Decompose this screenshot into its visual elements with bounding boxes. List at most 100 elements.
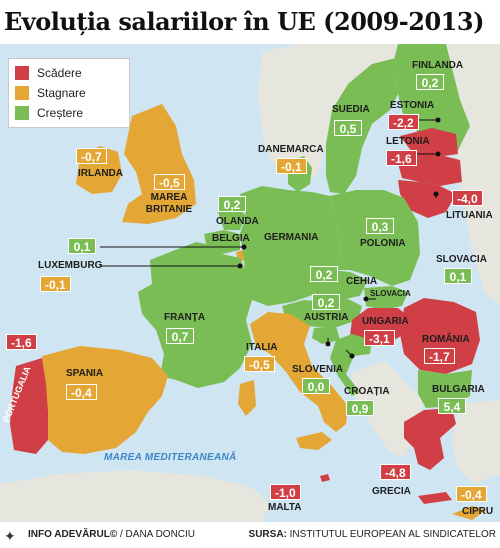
country-value-austria: 0,2 — [312, 294, 340, 310]
country-name-irlanda: IRLANDA — [78, 168, 123, 179]
country-name-italia: ITALIA — [246, 342, 278, 353]
legend-label: Creștere — [37, 106, 84, 120]
country-shape-creta — [418, 492, 452, 504]
country-value-franta: 0,7 — [166, 328, 194, 344]
land-russia-east — [446, 44, 500, 304]
country-shape-estonia — [400, 128, 458, 156]
country-value-suedia: 0,5 — [334, 120, 362, 136]
country-value-cehia: 0,2 — [310, 266, 338, 282]
country-name-olanda: OLANDA — [216, 216, 259, 227]
country-name-danemarca: DANEMARCA — [258, 144, 324, 155]
country-value-polonia: 0,3 — [366, 218, 394, 234]
footer: ✦ INFO ADEVĂRUL© / DANA DONCIU SURSA: IN… — [0, 522, 500, 548]
country-name-germania: GERMANIA — [264, 232, 319, 243]
country-value-estonia: -2,2 — [388, 114, 419, 130]
legend-label: Scădere — [37, 66, 82, 80]
country-shape-sardinia — [238, 380, 256, 416]
legend-item-decrease: Scădere — [15, 63, 123, 83]
country-shape-slovacia — [364, 286, 408, 310]
bird-logo-icon: ✦ — [4, 528, 16, 544]
country-value-slovenia: 0,0 — [302, 378, 330, 394]
country-shape-lituania — [398, 180, 456, 218]
country-shape-portugalia — [10, 358, 48, 454]
country-name-malta: MALTA — [268, 502, 302, 513]
country-value-portugalia: -1,6 — [6, 334, 37, 350]
country-name-estonia: ESTONIA — [390, 100, 435, 111]
country-name-cipru: CIPRU — [462, 506, 494, 517]
land-africa — [0, 470, 270, 522]
country-name-belgia: BELGIA — [212, 233, 250, 244]
country-value-cipru: -0,4 — [456, 486, 487, 502]
country-name-cehia: CEHIA — [346, 276, 378, 287]
country-name-slovacia: SLOVACIA — [436, 254, 487, 265]
footer-source-label: SURSA: — [248, 529, 287, 540]
country-name-franta: FRANȚA — [164, 312, 206, 323]
country-name-luxemburg: LUXEMBURG — [38, 260, 103, 271]
sea-label: MAREA MEDITERANEANĂ — [104, 452, 237, 463]
country-value-letonia: -1,6 — [386, 150, 417, 166]
country-value-belgia: 0,1 — [68, 238, 96, 254]
country-shape-finlanda — [392, 44, 470, 154]
country-value-italia: -0,5 — [244, 356, 275, 372]
country-value-finlanda: 0,2 — [416, 74, 444, 90]
country-value-bulgaria: 5,4 — [438, 398, 466, 414]
country-shape-belgia — [204, 230, 240, 254]
country-name-lituania: LITUANIA — [446, 210, 493, 221]
footer-credit: INFO ADEVĂRUL© / DANA DONCIU — [28, 529, 195, 540]
country-name-suedia: SUEDIA — [332, 104, 370, 115]
country-value-malta: -1,0 — [270, 484, 301, 500]
country-value-danemarca: -0,1 — [276, 158, 307, 174]
legend-swatch-growth — [15, 106, 29, 120]
country-name-romania: ROMÂNIA — [422, 334, 470, 345]
country-name-bulgaria: BULGARIA — [432, 384, 485, 395]
country-value-luxemburg: -0,1 — [40, 276, 71, 292]
country-shape-franta — [138, 242, 252, 388]
country-value-romania: -1,7 — [424, 348, 455, 364]
country-value-marea-britanie: -0,5 — [154, 174, 185, 190]
country-shape-grecia — [404, 408, 456, 470]
country-name-finlanda: FINLANDA — [412, 60, 464, 71]
footer-source: SURSA: INSTITUTUL EUROPEAN AL SINDICATEL… — [249, 529, 496, 540]
land-turkey — [452, 400, 500, 484]
land-norway — [258, 44, 400, 186]
country-value-spania: -0,4 — [66, 384, 97, 400]
legend-swatch-decrease — [15, 66, 29, 80]
country-name-croatia: CROAȚIA — [344, 386, 390, 397]
footer-brand: INFO ADEVĂRUL© — [28, 529, 118, 540]
country-shape-marea-britanie — [122, 104, 196, 224]
country-value-lituania: -4,0 — [452, 190, 483, 206]
country-shape-cipru — [452, 506, 486, 520]
country-shape-sicilia — [296, 432, 332, 450]
country-name-spania: SPANIA — [66, 368, 104, 379]
country-shape-romania — [400, 298, 480, 374]
country-name-polonia: POLONIA — [360, 238, 406, 249]
legend-item-stagnation: Stagnare — [15, 83, 123, 103]
country-shape-spania — [42, 346, 168, 454]
country-value-olanda: 0,2 — [218, 196, 246, 212]
country-value-croatia: 0,9 — [346, 400, 374, 416]
legend-swatch-stagnation — [15, 86, 29, 100]
country-name-marea-britanie: MAREA BRITANIE — [145, 192, 193, 215]
country-shape-polonia — [330, 190, 420, 286]
country-name-grecia: GRECIA — [372, 486, 411, 497]
country-shape-suedia — [326, 58, 398, 194]
country-value-irlanda: -0,7 — [76, 148, 107, 164]
legend: Scădere Stagnare Creștere — [8, 58, 130, 128]
country-shape-austria — [282, 298, 362, 328]
country-name-ungaria: UNGARIA — [362, 316, 409, 327]
leader-lines — [100, 117, 441, 359]
country-name-slovacia-inner: SLOVACIA — [370, 289, 411, 298]
country-value-slovacia: 0,1 — [444, 268, 472, 284]
country-value-ungaria: -3,1 — [364, 330, 395, 346]
country-name-austria: AUSTRIA — [304, 312, 349, 323]
footer-source-text: INSTITUTUL EUROPEAN AL SINDICATELOR — [286, 529, 496, 540]
country-name-letonia: LETONIA — [386, 136, 430, 147]
footer-author: / DANA DONCIU — [117, 529, 196, 540]
country-shape-italia — [250, 312, 348, 432]
page-title: Evoluția salariilor în UE (2009-2013) — [4, 7, 484, 36]
country-shape-malta — [320, 474, 330, 482]
country-name-slovenia: SLOVENIA — [292, 364, 344, 375]
legend-label: Stagnare — [37, 86, 86, 100]
legend-item-growth: Creștere — [15, 103, 123, 123]
